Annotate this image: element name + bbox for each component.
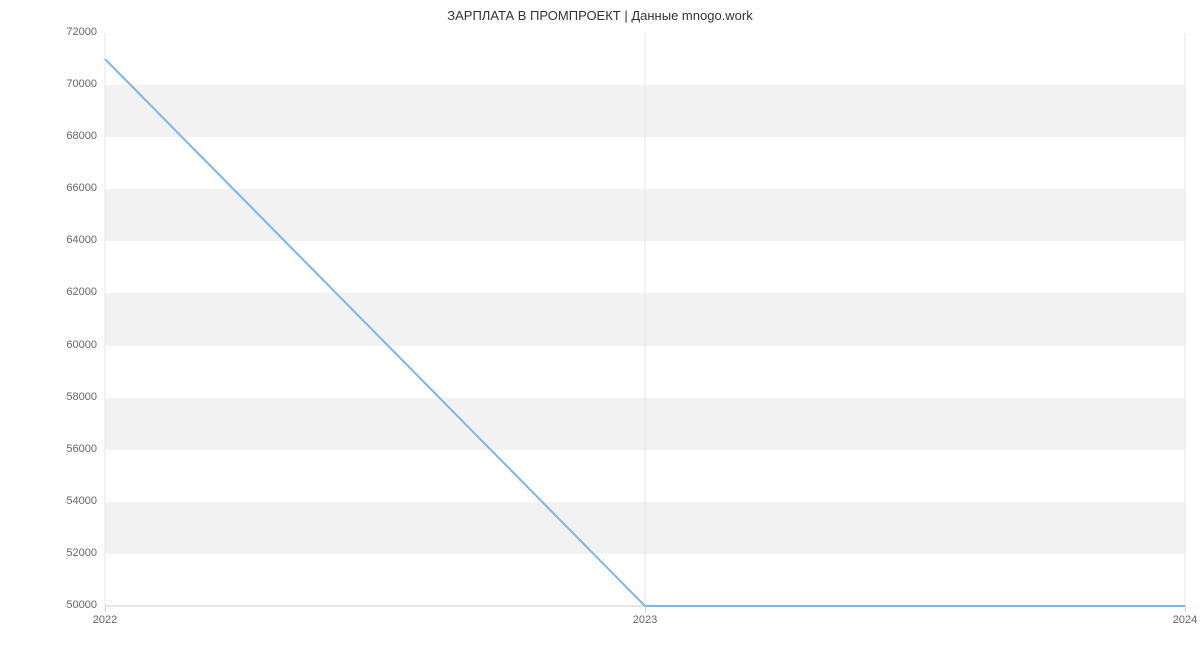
x-tick-mark: [105, 606, 106, 612]
x-tick-label: 2023: [615, 614, 675, 626]
y-tick-label: 64000: [37, 234, 97, 246]
x-tick-label: 2024: [1155, 614, 1200, 626]
y-tick-label: 50000: [37, 599, 97, 611]
y-tick-label: 62000: [37, 286, 97, 298]
y-tick-label: 72000: [37, 26, 97, 38]
y-tick-label: 54000: [37, 495, 97, 507]
y-tick-label: 60000: [37, 339, 97, 351]
y-tick-label: 56000: [37, 443, 97, 455]
y-tick-label: 70000: [37, 78, 97, 90]
line-layer: [105, 33, 1185, 606]
x-tick-mark: [645, 606, 646, 612]
y-tick-label: 68000: [37, 130, 97, 142]
chart-title: ЗАРПЛАТА В ПРОМПРОЕКТ | Данные mnogo.wor…: [0, 8, 1200, 23]
y-tick-label: 58000: [37, 391, 97, 403]
x-tick-label: 2022: [75, 614, 135, 626]
x-tick-mark: [1185, 606, 1186, 612]
plot-area: [105, 33, 1185, 606]
y-tick-label: 66000: [37, 182, 97, 194]
salary-line-chart: ЗАРПЛАТА В ПРОМПРОЕКТ | Данные mnogo.wor…: [0, 0, 1200, 650]
y-tick-label: 52000: [37, 547, 97, 559]
